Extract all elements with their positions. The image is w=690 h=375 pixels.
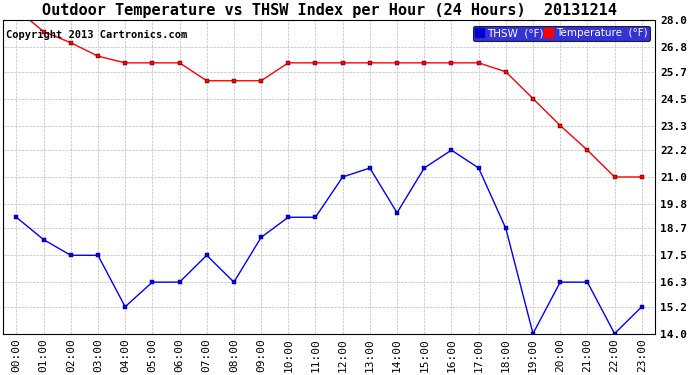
Title: Outdoor Temperature vs THSW Index per Hour (24 Hours)  20131214: Outdoor Temperature vs THSW Index per Ho…	[41, 3, 616, 18]
Text: Copyright 2013 Cartronics.com: Copyright 2013 Cartronics.com	[6, 30, 187, 40]
Legend: THSW  (°F), Temperature  (°F): THSW (°F), Temperature (°F)	[473, 26, 650, 41]
